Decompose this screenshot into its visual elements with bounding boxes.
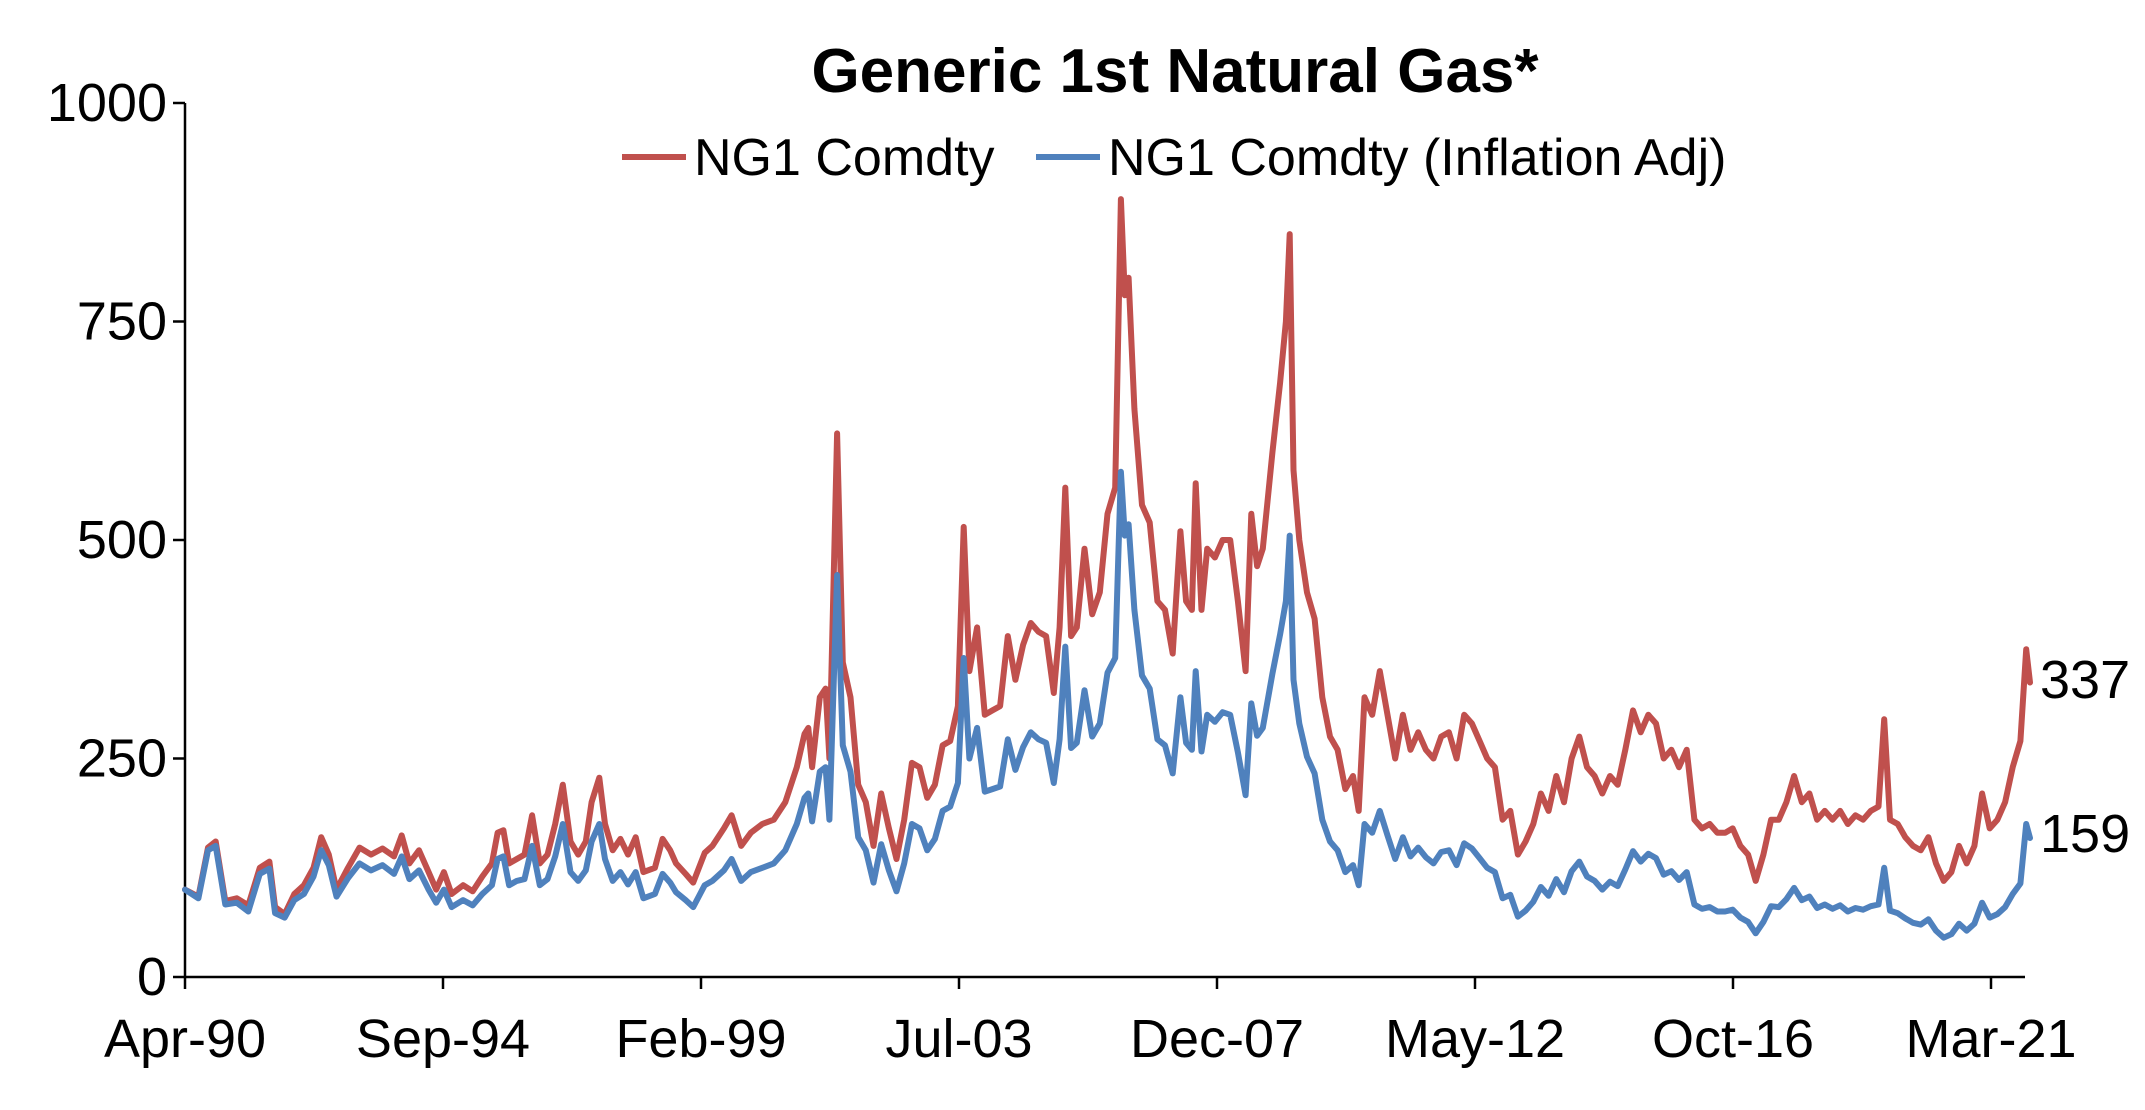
- series-layer: [182, 196, 2033, 941]
- y-axis: 0 250 500 750 1000: [47, 73, 187, 1007]
- x-tick-label: Apr-90: [104, 1009, 266, 1069]
- end-label-ng1-inflation-adj: 159: [2040, 804, 2130, 864]
- legend-label-ng1-inflation-adj: NG1 Comdty (Inflation Adj): [1108, 129, 1726, 187]
- y-tick-label: 250: [77, 729, 167, 789]
- series-line-ng1-inflation-adj: [182, 468, 2033, 941]
- x-tick-label: Sep-94: [356, 1009, 530, 1069]
- legend-label-ng1: NG1 Comdty: [694, 129, 995, 187]
- x-tick-label: Oct-16: [1652, 1009, 1814, 1069]
- x-tick-label: Jul-03: [885, 1009, 1032, 1069]
- x-tick-label: Feb-99: [615, 1009, 786, 1069]
- legend: NG1 Comdty NG1 Comdty (Inflation Adj): [622, 129, 1726, 187]
- end-label-ng1: 337: [2040, 650, 2130, 710]
- x-tick-label: Dec-07: [1130, 1009, 1304, 1069]
- y-tick-label: 1000: [47, 73, 167, 133]
- y-tick-label: 750: [77, 292, 167, 352]
- x-tick-label: May-12: [1385, 1009, 1565, 1069]
- y-tick-label: 0: [137, 947, 167, 1007]
- x-axis: Apr-90 Sep-94 Feb-99 Jul-03 Dec-07 May-12 Oct-…: [104, 975, 2077, 1069]
- series-line-ng1: [182, 196, 2033, 918]
- x-tick-label: Mar-21: [1905, 1009, 2076, 1069]
- y-tick-label: 500: [77, 510, 167, 570]
- chart-title: Generic 1st Natural Gas*: [811, 37, 1539, 106]
